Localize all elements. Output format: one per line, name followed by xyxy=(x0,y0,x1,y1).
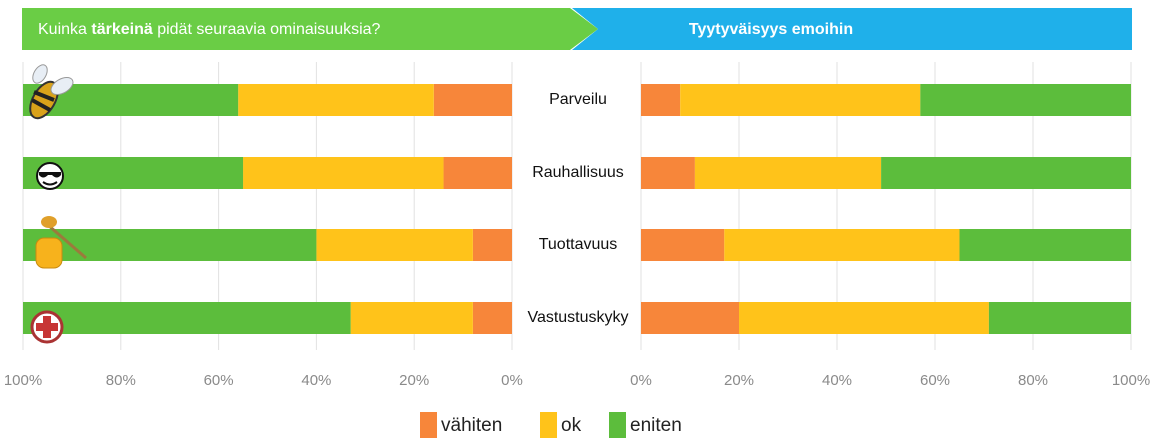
legend-label: vähiten xyxy=(441,415,502,436)
x-tick-label: 100% xyxy=(4,372,42,389)
bar-segment xyxy=(641,84,681,116)
honey-icon xyxy=(35,216,87,269)
x-tick-label: 40% xyxy=(822,372,852,389)
x-tick-label: 80% xyxy=(106,372,136,389)
left-title: Kuinka tärkeinä pidät seuraavia ominaisu… xyxy=(38,21,381,38)
x-tick-label: 40% xyxy=(301,372,331,389)
category-label: Vastustuskyky xyxy=(527,309,628,326)
right-title: Tyytyväisyys emoihin xyxy=(689,21,853,38)
bee-icon xyxy=(29,64,74,120)
header-right-banner xyxy=(572,8,1132,50)
legend: vähiten ok eniten xyxy=(420,412,682,438)
x-tick-label: 20% xyxy=(399,372,429,389)
bar-segment xyxy=(433,84,512,116)
bar-segment xyxy=(443,157,512,189)
bar-segment xyxy=(739,302,989,334)
bar-segment xyxy=(920,84,1131,116)
legend-swatch xyxy=(420,412,437,438)
x-tick-label: 60% xyxy=(920,372,950,389)
sunglasses-icon xyxy=(36,162,64,190)
bar-segment xyxy=(694,157,882,189)
bar-segment xyxy=(988,302,1131,334)
category-label: Parveilu xyxy=(549,91,607,108)
bar-segment xyxy=(724,229,960,261)
x-tick-label: 100% xyxy=(1112,372,1150,389)
bar-segment xyxy=(959,229,1131,261)
cross-icon xyxy=(30,310,64,344)
category-label: Tuottavuus xyxy=(539,236,618,253)
x-tick-label: 0% xyxy=(630,372,652,389)
legend-label: ok xyxy=(561,415,582,436)
bar-segment xyxy=(350,302,473,334)
legend-swatch xyxy=(540,412,557,438)
bar-segment xyxy=(316,229,473,261)
bar-segment xyxy=(238,84,434,116)
x-tick-label: 20% xyxy=(724,372,754,389)
icons xyxy=(29,64,87,344)
header-left-banner xyxy=(22,8,598,50)
title-part: Kuinka xyxy=(38,21,91,38)
title-part: pidät seuraavia ominaisuuksia? xyxy=(153,21,381,38)
title-part: tärkeinä xyxy=(91,21,152,38)
header: Kuinka tärkeinä pidät seuraavia ominaisu… xyxy=(22,8,1132,50)
bars xyxy=(23,84,1131,334)
bar-segment xyxy=(641,157,695,189)
category-label: Rauhallisuus xyxy=(532,164,624,181)
bar-segment xyxy=(641,302,739,334)
x-tick-label: 60% xyxy=(204,372,234,389)
bar-segment xyxy=(23,302,351,334)
bar-segment xyxy=(641,229,725,261)
bar-segment xyxy=(680,84,921,116)
bar-segment xyxy=(472,229,512,261)
bar-segment xyxy=(23,229,317,261)
bar-segment xyxy=(881,157,1131,189)
legend-swatch xyxy=(609,412,626,438)
bar-segment xyxy=(243,157,444,189)
x-tick-label: 0% xyxy=(501,372,523,389)
x-tick-label: 80% xyxy=(1018,372,1048,389)
bar-segment xyxy=(472,302,512,334)
legend-label: eniten xyxy=(630,415,682,436)
labels: 100% 80% 60% 40% 20% 0% 0% 20% 40% 60% 80% 100% Parv… xyxy=(4,91,1150,389)
